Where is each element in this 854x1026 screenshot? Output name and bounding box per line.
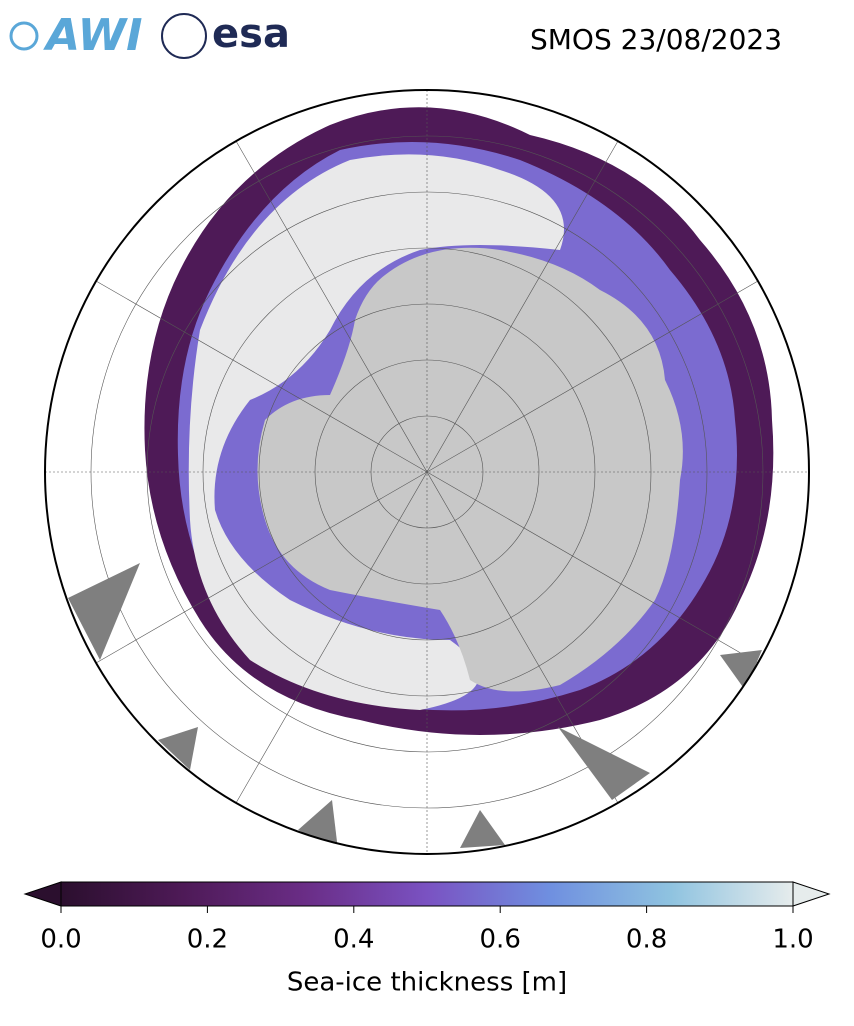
- map-frame: [44, 89, 810, 855]
- antarctica: [257, 247, 683, 692]
- graticule: [45, 90, 809, 854]
- esa-icon: [161, 13, 207, 59]
- sea-ice-thick: [188, 154, 564, 710]
- colorbar-tick-label: 0.6: [480, 925, 521, 955]
- icebergs: [68, 563, 762, 850]
- colorbar-tick-label: 1.0: [772, 925, 813, 955]
- title: SMOS 23/08/2023: [530, 23, 782, 56]
- colorbar-tick-label: 0.8: [626, 925, 667, 955]
- colorbar: 0.0 0.2 0.4 0.6 0.8 1.0: [23, 881, 831, 955]
- esa-logo: esa: [212, 11, 290, 57]
- colorbar-extend-low: [23, 881, 62, 907]
- awi-icon: [9, 21, 39, 51]
- colorbar-extend-high: [792, 881, 831, 907]
- colorbar-tick-label: 0.4: [333, 925, 374, 955]
- colorbar-label: Sea-ice thickness [m]: [287, 968, 567, 998]
- colorbar-tick-label: 0.2: [187, 925, 228, 955]
- logos: AWI esa: [9, 10, 290, 61]
- colorbar-ramp: [60, 881, 794, 907]
- awi-logo: AWI: [43, 10, 143, 61]
- colorbar-tick-label: 0.0: [40, 925, 81, 955]
- map: [45, 90, 809, 854]
